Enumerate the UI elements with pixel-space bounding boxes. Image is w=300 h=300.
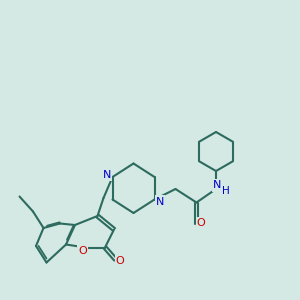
Text: N: N: [156, 196, 164, 207]
Text: O: O: [116, 256, 124, 266]
Text: O: O: [196, 218, 206, 229]
Text: H: H: [222, 186, 230, 196]
Text: N: N: [213, 180, 222, 190]
Text: N: N: [103, 170, 111, 180]
Text: O: O: [78, 245, 87, 256]
